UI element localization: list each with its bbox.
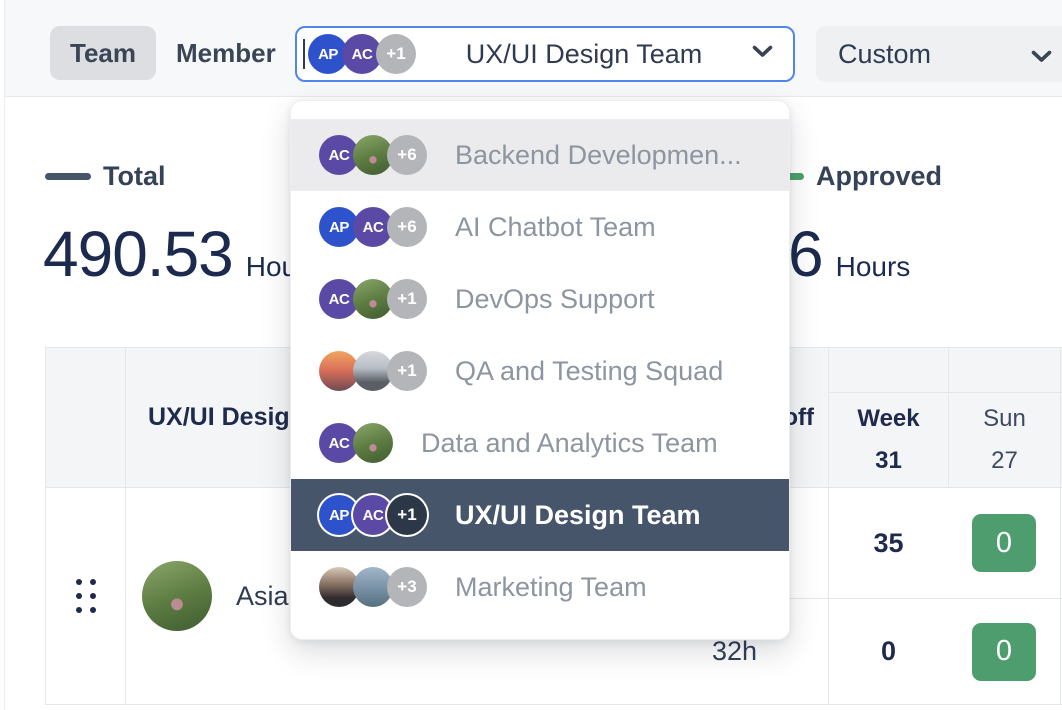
week-total-value: 35	[873, 527, 904, 558]
topbar: Team Member AP AC +1 UX/UI Design Team C…	[5, 0, 1062, 97]
week-total-cell: 0	[828, 598, 948, 704]
row-drag-handle[interactable]	[46, 488, 126, 704]
team-avatar-stack: AC +6	[319, 135, 427, 175]
avatar-overflow-count: +1	[387, 495, 427, 535]
avatar-overflow-count: +3	[387, 567, 427, 607]
time-off-value: 32h	[711, 636, 758, 666]
avatar-initials: AC	[353, 495, 393, 535]
dropdown-item-label: Marketing Team	[455, 571, 647, 602]
member-cell[interactable]: Asia	[126, 488, 641, 704]
team-dropdown-menu: AC +6 Backend Developmen... AP AC +6 AI …	[290, 100, 790, 640]
next-day-cell	[1060, 488, 1062, 598]
avatar-initials: AC	[319, 135, 359, 175]
text-cursor	[303, 39, 305, 69]
drag-handle-column-header	[46, 348, 126, 487]
dropdown-item-backend-development[interactable]: AC +6 Backend Developmen...	[291, 119, 789, 191]
approved-hours-value: 6	[788, 218, 824, 290]
dropdown-item-devops-support[interactable]: AC +1 DevOps Support	[291, 263, 789, 335]
drag-handle-icon	[75, 579, 96, 613]
day-label: Sun	[983, 405, 1026, 432]
total-hours-value: 490.53	[43, 218, 234, 290]
page-left-edge	[4, 0, 5, 710]
member-avatar	[142, 561, 212, 631]
header-tier-spacer	[829, 348, 948, 393]
dropdown-item-uxui-design[interactable]: AP AC +1 UX/UI Design Team	[291, 479, 789, 551]
team-select-value: UX/UI Design Team	[465, 38, 703, 69]
avatar-overflow-count: +1	[376, 34, 416, 74]
dropdown-item-label: DevOps Support	[455, 283, 655, 314]
total-legend-marker	[45, 173, 91, 180]
avatar-photo	[353, 351, 393, 391]
day-number: 27	[991, 447, 1018, 474]
header-tier-spacer	[949, 348, 1060, 393]
avatar-overflow-count: +6	[387, 207, 427, 247]
chevron-down-icon	[1031, 39, 1052, 70]
avatar-initials: AP	[308, 34, 348, 74]
approved-label: Approved	[816, 161, 943, 191]
team-toggle-button[interactable]: Team	[50, 26, 156, 80]
avatar-photo	[353, 567, 393, 607]
team-select[interactable]: AP AC +1 UX/UI Design Team	[295, 26, 795, 82]
dropdown-item-qa-testing[interactable]: +1 QA and Testing Squad	[291, 335, 789, 407]
dropdown-item-label: QA and Testing Squad	[455, 355, 724, 386]
team-avatar-stack: AC +1	[319, 279, 427, 319]
team-avatar-stack: AP AC +1	[319, 495, 427, 535]
team-avatar-stack: AC	[319, 423, 393, 463]
chevron-down-icon	[752, 45, 773, 63]
dropdown-item-label: UX/UI Design Team	[455, 499, 701, 530]
week-total-value: 0	[880, 636, 897, 666]
day-column-header[interactable]: Sun 27	[948, 348, 1060, 487]
day-hours-badge[interactable]: 0	[972, 622, 1036, 681]
date-range-select[interactable]: Custom	[816, 26, 1062, 82]
dropdown-item-data-analytics[interactable]: AC Data and Analytics Team	[291, 407, 789, 479]
avatar-initials: AP	[319, 207, 359, 247]
team-avatar-stack: AP AC +6	[319, 207, 427, 247]
day-cell: 0	[948, 598, 1060, 704]
dropdown-item-marketing[interactable]: +3 Marketing Team	[291, 551, 789, 623]
next-day-cell	[1060, 598, 1062, 704]
avatar-overflow-count: +1	[387, 279, 427, 319]
view-toggle: Team Member	[50, 26, 296, 80]
avatar-initials: AC	[319, 423, 359, 463]
week-number: 31	[875, 447, 902, 474]
total-label: Total	[103, 161, 166, 191]
avatar-photo	[353, 135, 393, 175]
member-name: Asia	[236, 580, 289, 611]
avatar-initials: AC	[353, 207, 393, 247]
team-avatar-stack: +1	[319, 351, 427, 391]
member-toggle-button[interactable]: Member	[156, 26, 296, 80]
date-range-value: Custom	[838, 38, 932, 69]
dropdown-item-label: AI Chatbot Team	[455, 211, 656, 242]
approved-hours-unit: Hours	[835, 251, 911, 282]
approved-hours: 6 Hours	[788, 222, 910, 286]
team-avatar-stack: +3	[319, 567, 427, 607]
week-column-header[interactable]: Week 31	[828, 348, 948, 487]
dropdown-item-label: Backend Developmen...	[455, 139, 742, 170]
avatar-photo	[353, 279, 393, 319]
avatar-initials: AC	[319, 279, 359, 319]
avatar-photo	[319, 567, 359, 607]
team-avatar-stack: AP AC +1	[308, 34, 416, 74]
dropdown-item-ai-chatbot[interactable]: AP AC +6 AI Chatbot Team	[291, 191, 789, 263]
day-hours-badge[interactable]: 0	[972, 514, 1036, 572]
total-legend: Total	[45, 161, 166, 192]
dropdown-item-label: Data and Analytics Team	[421, 427, 718, 458]
day-cell: 0	[948, 488, 1060, 598]
avatar-photo	[319, 351, 359, 391]
avatar-initials: AP	[319, 495, 359, 535]
week-total-cell: 35	[828, 488, 948, 598]
avatar-photo	[353, 423, 393, 463]
avatar-overflow-count: +1	[387, 351, 427, 391]
total-hours: 490.53 Hours	[43, 222, 320, 286]
week-label: Week	[857, 405, 920, 432]
avatar-overflow-count: +6	[387, 135, 427, 175]
avatar-initials: AC	[342, 34, 382, 74]
